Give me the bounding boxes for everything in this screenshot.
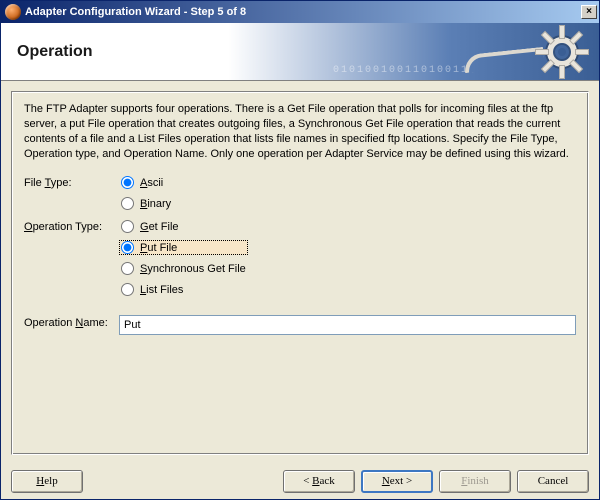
file-type-group: Ascii Binary [119,175,173,211]
file-type-row: File Type: Ascii Binary [24,175,576,211]
finish-button: Finish [439,470,511,493]
op-sync-get-file-radio[interactable] [121,262,134,275]
window-title: Adapter Configuration Wizard - Step 5 of… [25,6,581,18]
next-button[interactable]: Next > [361,470,433,493]
operation-name-row: Operation Name: [24,315,576,335]
button-bar: Help < Back Next > Finish Cancel [1,463,599,499]
content-area: The FTP Adapter supports four operations… [1,81,599,463]
decorative-binary: 01010010011010011 [333,65,469,76]
file-type-ascii[interactable]: Ascii [119,175,173,190]
gear-icon [539,29,585,75]
file-type-binary-radio[interactable] [121,197,134,210]
file-type-label: File Type: [24,175,119,189]
page-title: Operation [17,43,93,61]
op-list-files-radio[interactable] [121,283,134,296]
file-type-ascii-radio[interactable] [121,176,134,189]
op-list-files[interactable]: List Files [119,282,248,297]
operation-type-row: Operation Type: Get File Put File Synchr… [24,219,576,297]
op-sync-get-file[interactable]: Synchronous Get File [119,261,248,276]
op-put-file-radio[interactable] [121,241,134,254]
op-put-file[interactable]: Put File [119,240,248,255]
description-text: The FTP Adapter supports four operations… [24,102,576,161]
decorative-cable [463,47,544,73]
close-button[interactable]: × [581,5,597,19]
operation-name-label: Operation Name: [24,315,119,329]
wizard-window: Adapter Configuration Wizard - Step 5 of… [0,0,600,500]
operation-type-label: Operation Type: [24,219,119,233]
operation-name-input[interactable] [119,315,576,335]
op-get-file[interactable]: Get File [119,219,248,234]
help-button[interactable]: Help [11,470,83,493]
wizard-header: Operation 01010010011010011 [1,23,599,81]
operation-type-group: Get File Put File Synchronous Get File L… [119,219,248,297]
file-type-binary[interactable]: Binary [119,196,173,211]
op-get-file-radio[interactable] [121,220,134,233]
cancel-button[interactable]: Cancel [517,470,589,493]
app-icon [5,4,21,20]
back-button[interactable]: < Back [283,470,355,493]
titlebar: Adapter Configuration Wizard - Step 5 of… [1,1,599,23]
main-panel: The FTP Adapter supports four operations… [11,91,589,455]
